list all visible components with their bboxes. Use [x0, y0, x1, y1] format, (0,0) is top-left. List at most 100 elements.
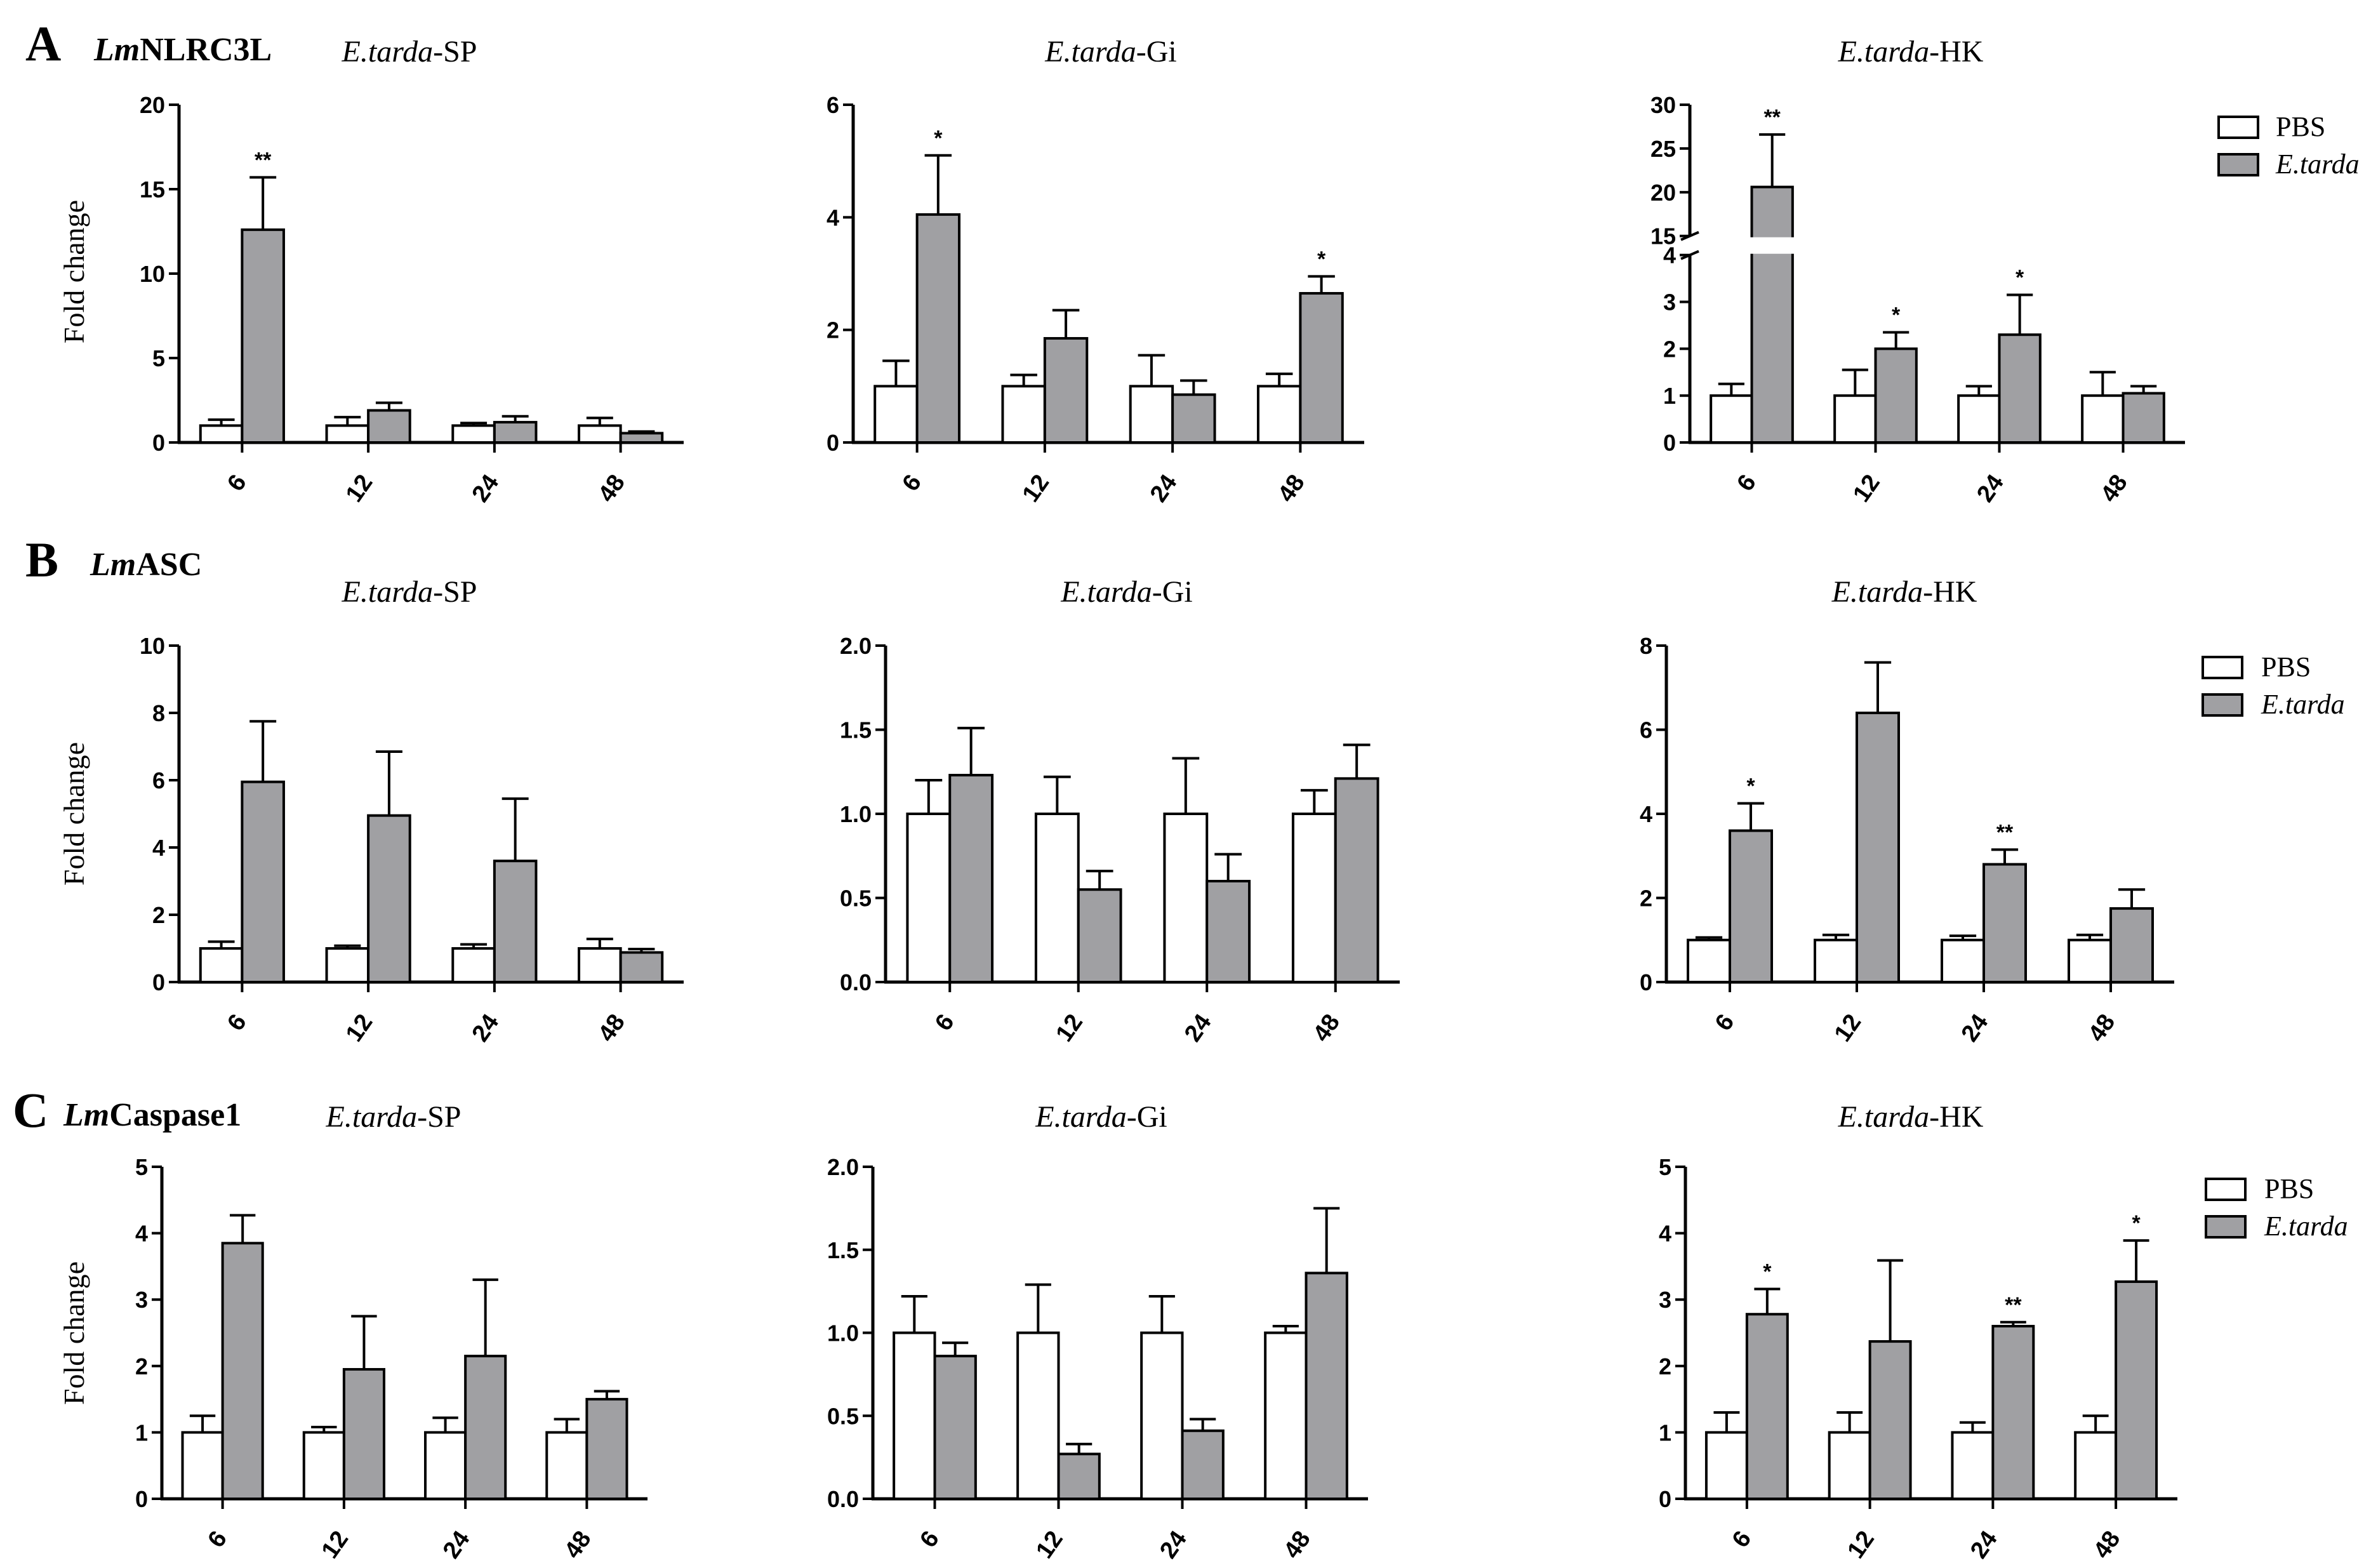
bar-pbs	[1833, 394, 1877, 444]
bar-etarda	[1299, 292, 1344, 444]
bar-pbs	[451, 424, 496, 444]
bar-etarda	[1057, 1452, 1101, 1501]
y-tick-label: 1.0	[840, 801, 872, 827]
bar-pbs	[325, 947, 370, 983]
bar-break-gap	[1749, 237, 1795, 254]
x-tick-label: 6	[222, 1009, 252, 1035]
y-tick-label: 4	[1663, 243, 1676, 269]
y-tick-label: 2.0	[827, 1154, 859, 1180]
x-tick-label: 12	[1842, 1526, 1880, 1564]
y-tick-label: 10	[140, 633, 165, 659]
legend-a-etarda-swatch	[2217, 153, 2259, 176]
x-tick-label: 24	[1972, 470, 2009, 507]
legend-a: PBS E.tarda	[2217, 111, 2360, 180]
y-tick-label: 10	[140, 261, 165, 287]
x-tick-label: 12	[341, 1009, 378, 1047]
x-tick-label: 6	[915, 1526, 945, 1552]
x-tick-label: 24	[467, 470, 505, 507]
bar-etarda	[1982, 863, 2027, 983]
panel-c2-title: E.tarda-Gi	[1035, 1100, 1167, 1134]
x-tick-label: 6	[222, 470, 252, 496]
legend-b: PBS E.tarda	[2202, 651, 2345, 720]
significance-mark: *	[1317, 247, 1326, 271]
legend-a-etarda-label: E.tarda	[2275, 149, 2360, 180]
y-tick-label: 2	[152, 902, 165, 928]
x-tick-label: 48	[2089, 1526, 2126, 1564]
significance-mark: *	[1746, 774, 1755, 798]
bar-pbs	[2068, 938, 2112, 983]
bar-pbs	[199, 947, 244, 983]
y-tick-label: 0.0	[827, 1486, 859, 1512]
bar-pbs	[906, 813, 952, 983]
y-tick-label: 5	[135, 1154, 148, 1180]
x-tick-label: 12	[1018, 470, 1055, 507]
significance-mark: *	[2016, 265, 2024, 289]
x-tick-label: 24	[1965, 1526, 2003, 1564]
significance-mark: *	[1763, 1259, 1772, 1284]
bar-etarda	[1856, 712, 1900, 983]
bar-pbs	[578, 947, 622, 983]
panel-c1-title: E.tarda-SP	[326, 1100, 462, 1134]
bar-etarda	[221, 1242, 264, 1501]
legend-a-pbs-swatch	[2217, 116, 2259, 139]
bar-pbs	[1140, 1331, 1184, 1500]
x-tick-label: 12	[1848, 470, 1885, 507]
y-tick-label: 30	[1650, 92, 1676, 118]
bar-etarda	[585, 1398, 628, 1501]
y-tick-label: 4	[1640, 801, 1652, 827]
y-tick-label: 2	[135, 1353, 148, 1379]
legend-b-pbs-swatch	[2202, 656, 2243, 679]
x-tick-label: 48	[2095, 470, 2133, 507]
bar-etarda	[1171, 393, 1216, 444]
y-tick-label: 6	[1640, 717, 1652, 743]
y-tick-label: 3	[1663, 289, 1676, 316]
bar-etarda	[1334, 777, 1379, 983]
x-tick-label: 24	[1956, 1009, 1994, 1047]
x-tick-label: 24	[1179, 1009, 1217, 1047]
x-tick-label: 48	[1308, 1009, 1345, 1047]
x-tick-label: 48	[593, 1009, 630, 1047]
gene-name-b: LmASC	[90, 547, 202, 583]
bar-pbs	[1941, 938, 1985, 983]
bar-pbs	[1016, 1331, 1060, 1500]
bar-etarda	[2115, 1280, 2158, 1500]
legend-c: PBS E.tarda	[2205, 1173, 2348, 1242]
legend-a-pbs-label: PBS	[2276, 111, 2325, 142]
panel-a2-title: E.tarda-Gi	[1044, 35, 1177, 69]
bar-etarda	[1868, 1340, 1912, 1500]
bar-etarda	[933, 1355, 977, 1501]
y-tick-label: 2	[827, 317, 839, 343]
x-tick-label: 48	[1273, 470, 1310, 507]
bar-etarda	[1998, 333, 2042, 444]
significance-mark: **	[2005, 1293, 2022, 1317]
panel-letter-b: B	[25, 532, 58, 587]
bar-etarda	[1305, 1272, 1348, 1500]
y-tick-label: 1.0	[827, 1320, 859, 1346]
bar-etarda	[342, 1368, 385, 1501]
significance-mark: *	[2132, 1211, 2141, 1235]
bar-etarda	[493, 860, 538, 983]
legend-c-etarda-label: E.tarda	[2264, 1211, 2348, 1242]
x-tick-label: 48	[593, 470, 630, 507]
y-tick-label: 6	[827, 92, 839, 118]
panel-letter-a: A	[25, 16, 61, 71]
y-tick-label: 0	[1659, 1486, 1671, 1512]
bar-pbs	[1710, 394, 1753, 444]
significance-mark: **	[255, 148, 272, 172]
x-tick-label: 6	[1727, 1526, 1757, 1552]
significance-mark: *	[1892, 303, 1901, 328]
bar-pbs	[424, 1431, 467, 1500]
y-tick-label: 0	[1663, 430, 1676, 456]
gene-name-a: LmNLRC3L	[93, 32, 272, 68]
bar-etarda	[367, 409, 411, 444]
y-tick-label: 1	[1663, 383, 1676, 409]
panel-b1-title: E.tarda-SP	[342, 575, 477, 609]
panel-a3-title: E.tarda-HK	[1838, 35, 1984, 69]
x-tick-label: 12	[341, 470, 378, 507]
bar-pbs	[1163, 813, 1209, 983]
